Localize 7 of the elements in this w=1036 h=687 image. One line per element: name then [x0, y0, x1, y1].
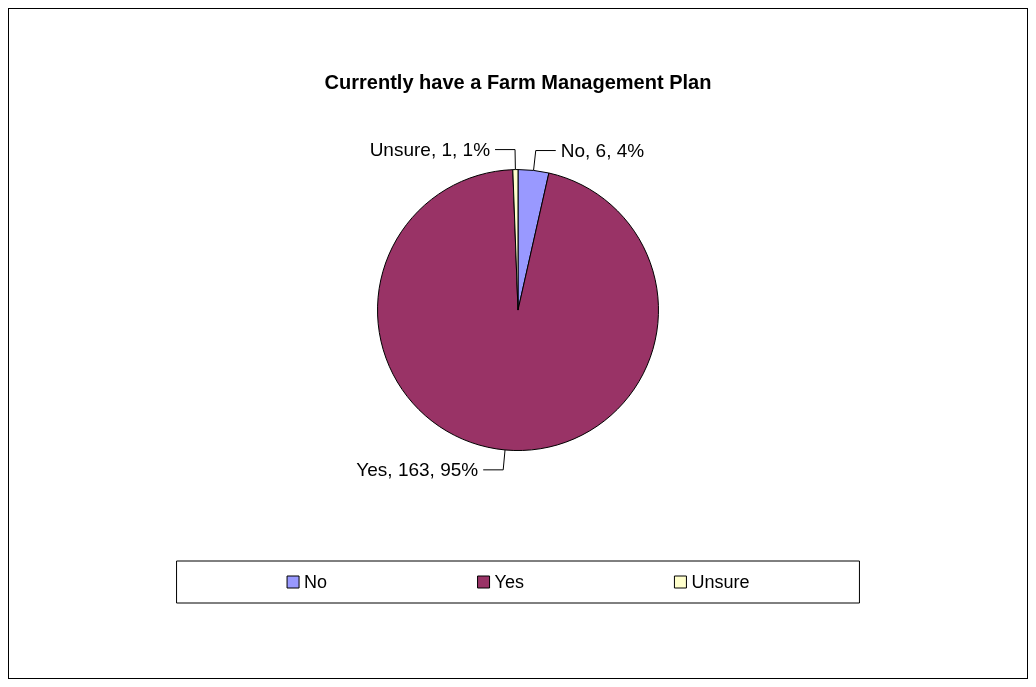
- legend-label: Unsure: [691, 572, 750, 592]
- data-label: No, 6, 4%: [560, 140, 645, 162]
- legend-label: No: [304, 572, 328, 592]
- data-label: Yes, 163, 95%: [356, 459, 479, 481]
- chart-title: Currently have a Farm Management Plan: [324, 71, 712, 93]
- legend-label: Yes: [494, 572, 524, 592]
- data-label: Unsure, 1, 1%: [369, 139, 491, 161]
